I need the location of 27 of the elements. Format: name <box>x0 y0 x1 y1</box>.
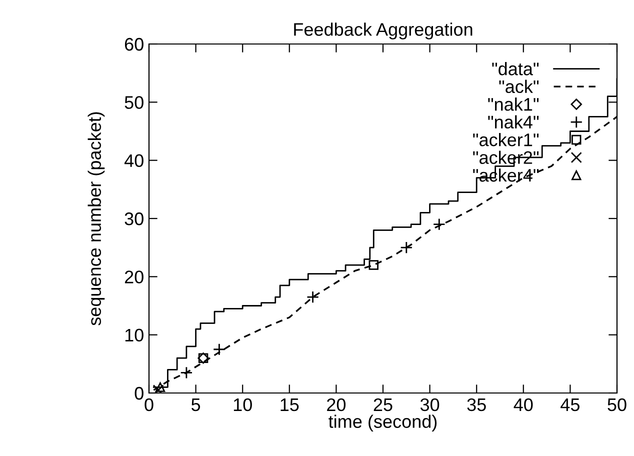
chart-title: Feedback Aggregation <box>294 22 472 40</box>
legend-label: "acker2" <box>473 150 539 164</box>
y-tick-label: 30 <box>124 212 144 226</box>
x-tick-label: 0 <box>144 398 154 412</box>
x-tick-label: 25 <box>374 398 392 412</box>
x-tick-label: 50 <box>608 398 626 412</box>
x-tick-label: 10 <box>234 398 252 412</box>
x-tick-label: 35 <box>467 398 486 412</box>
x-tick-label: 5 <box>192 398 200 412</box>
x-tick-label: 15 <box>280 398 299 412</box>
legend-label: "data" <box>492 62 539 76</box>
legend-label: "acker1" <box>473 132 539 146</box>
y-tick-label: 10 <box>125 328 144 342</box>
y-tick-label: 50 <box>124 96 144 109</box>
x-axis-title: time (second) <box>328 414 437 432</box>
y-tick-label: 40 <box>124 154 144 168</box>
y-tick-label: 20 <box>124 270 144 284</box>
legend-label: "nak4" <box>488 115 539 129</box>
legend-label: "ack" <box>499 80 539 94</box>
x-tick-label: 20 <box>327 398 346 412</box>
y-tick-label: 0 <box>134 386 144 400</box>
y-axis-title: sequence number (packet) <box>88 112 105 326</box>
x-tick-label: 40 <box>514 398 533 412</box>
x-tick-label: 30 <box>420 398 440 412</box>
x-tick-label: 45 <box>560 398 580 412</box>
y-tick-label: 60 <box>124 38 144 51</box>
legend-label: "nak1" <box>488 98 539 111</box>
